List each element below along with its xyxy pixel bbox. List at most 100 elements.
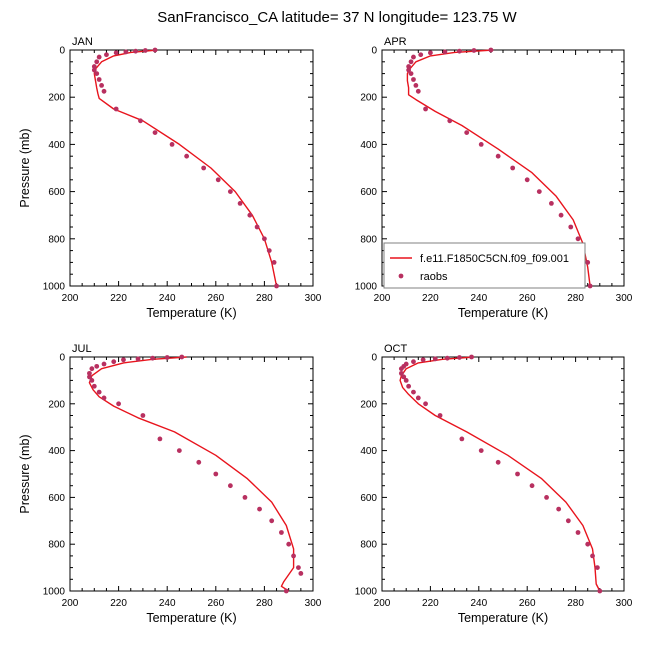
y-tick-label: 400 [360,140,377,151]
x-tick-label: 220 [110,293,127,304]
raobs-point [597,588,603,594]
raobs-point [254,224,260,230]
y-tick-label: 800 [48,540,65,551]
raobs-point [565,518,571,524]
raobs-point [113,50,119,56]
raobs-point [87,370,92,376]
x-tick-label: 200 [374,293,391,304]
y-tick-label: 0 [59,353,65,364]
raobs-point [442,49,448,55]
raobs-point [406,383,412,389]
x-tick-label: 240 [159,293,176,304]
y-tick-label: 600 [48,493,65,504]
panel-oct: 200 220 240 260 280 300 0 200 400 600 800 1000 OCT Te… [355,343,633,625]
raobs-point [469,354,474,360]
raobs-point [423,401,428,407]
y-tick-label: 800 [48,234,65,245]
raobs-point [495,153,501,159]
raobs-point [587,283,593,289]
legend-marker-swatch [398,273,404,279]
plot-frame-oct [381,356,625,592]
raobs-point [544,495,549,500]
raobs-point [296,565,301,570]
y-tick-label: 600 [48,187,65,198]
raobs-point [478,142,484,147]
raobs-point [150,355,156,361]
raobs-point [536,189,542,195]
raobs-point [411,54,416,60]
raobs-point [558,212,564,218]
raobs-point [488,47,494,53]
raobs-point [89,378,95,383]
legend-label-model: f.e11.F1850C5CN.f09_f09.001 [420,253,569,265]
raobs-point [96,77,102,82]
raobs-point [184,153,190,159]
raobs-point [201,165,207,171]
raobs-point [91,64,97,69]
raobs-point [116,401,121,407]
raobs-point [96,54,102,60]
raobs-point [157,436,163,442]
x-tick-label: 260 [519,598,536,609]
raobs-point [478,448,484,453]
y-tick-label: 200 [48,93,65,104]
legend-label-raobs: raobs [420,271,448,283]
raobs-point [529,483,535,489]
plot-frame-jul [69,356,314,592]
raobs-point [94,363,100,369]
y-tick-label: 400 [48,140,65,151]
raobs-point [423,106,428,112]
x-tick-label: 240 [470,293,487,304]
raobs-point [457,48,462,54]
x-tick-label: 280 [567,293,584,304]
x-tick-label: 200 [62,293,79,304]
x-tick-label: 200 [62,598,79,609]
raobs-point [283,588,289,594]
raobs-point [585,260,591,265]
raobs-point [215,177,221,183]
raobs-point [403,378,409,383]
x-tick-label: 300 [305,293,322,304]
raobs-point [549,201,554,206]
raobs-point [594,565,600,570]
x-tick-label: 260 [207,598,224,609]
raobs-point [257,506,262,512]
y-tick-label: 0 [59,46,65,57]
y-tick-label: 400 [48,446,65,457]
raobs-point [291,553,296,559]
raobs-point [428,50,433,56]
raobs-point [237,201,243,206]
y-axis-title: Pressure (mb) [18,128,32,207]
x-axis-title: Temperature (K) [146,306,236,320]
raobs-point [99,83,104,88]
raobs-point [135,356,141,362]
model-line-jan [93,49,278,287]
raobs-point [227,189,233,195]
x-tick-label: 280 [256,598,273,609]
x-tick-label: 280 [567,598,584,609]
raobs-point [140,413,146,418]
model-line-jul [88,356,295,592]
y-tick-label: 0 [371,353,377,364]
raobs-point [464,130,470,136]
x-tick-label: 240 [159,598,176,609]
raobs-point [138,118,143,124]
raobs-point [87,374,92,380]
raobs-point [415,395,421,401]
raobs-point [413,83,419,88]
raobs-point [242,495,248,500]
raobs-point [152,130,158,136]
raobs-point [406,67,412,73]
raobs-point [179,354,185,360]
y-tick-label: 0 [371,46,377,57]
raobs-point [113,106,119,112]
raobs-point [401,374,407,380]
y-tick-label: 1000 [355,282,378,293]
raobs-point [398,370,404,376]
raobs-point [176,448,182,453]
raobs-point [510,165,516,171]
raobs-point [169,142,175,147]
panel-jul: 200 220 240 260 280 300 0 200 400 600 800 1000 JUL Te… [18,343,322,625]
x-axis-title: Temperature (K) [458,611,548,625]
